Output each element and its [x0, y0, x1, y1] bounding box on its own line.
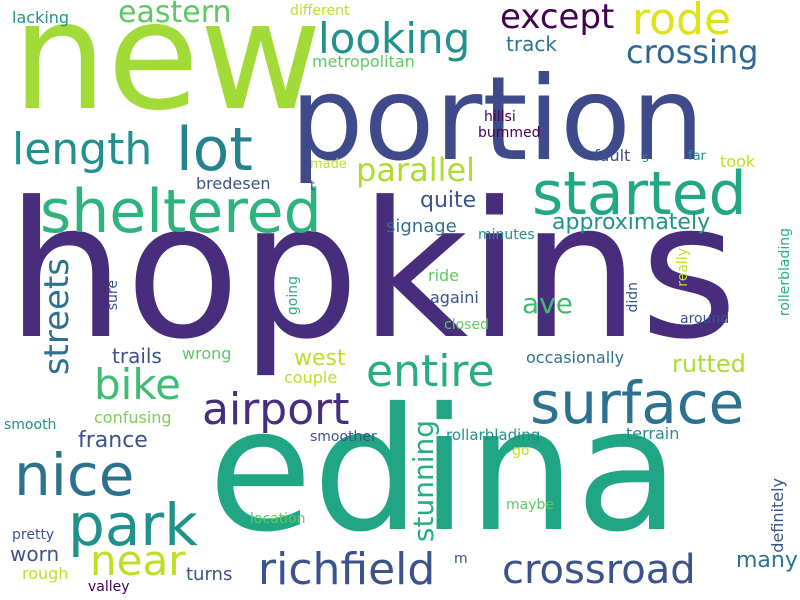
word-crossing: crossing: [626, 33, 759, 71]
word-eastern: eastern: [118, 0, 232, 30]
word-hillsi: hillsi: [484, 109, 516, 125]
word-maybe: maybe: [506, 497, 555, 513]
word-far: far: [688, 149, 706, 164]
word-west: west: [294, 346, 346, 371]
word-sheltered: sheltered: [40, 177, 322, 247]
word-nice: nice: [14, 441, 135, 509]
word-smoother: smoother: [310, 429, 377, 445]
word-going: going: [285, 276, 301, 316]
word-made: made: [310, 157, 347, 172]
word-surface: surface: [530, 369, 745, 437]
word-new: new: [12, 0, 323, 144]
word-confusing: confusing: [94, 408, 172, 427]
word-portion: portion: [290, 52, 705, 187]
word-bike: bike: [94, 360, 181, 409]
word-stunning: stunning: [407, 420, 440, 543]
word-track: track: [506, 32, 557, 56]
word-definitely: definitely: [768, 478, 787, 553]
word-rode: rode: [632, 0, 732, 45]
word-ride: ride: [428, 266, 460, 285]
word-fault: fault: [594, 146, 631, 165]
word-except: except: [500, 0, 615, 37]
word-rollerblading: rollerblading: [777, 228, 793, 317]
word-looking: looking: [318, 14, 471, 63]
word-near: near: [90, 536, 186, 585]
word-worn: worn: [10, 542, 60, 566]
word-t: t: [310, 179, 316, 194]
word-didn: didn: [625, 282, 641, 313]
word-hopkins: hopkins: [6, 162, 738, 381]
word-park: park: [68, 491, 198, 559]
word-location: location: [250, 511, 306, 527]
word-entire: entire: [366, 346, 495, 397]
word-valley: valley: [88, 579, 130, 595]
word-bredesen: bredesen: [196, 174, 271, 193]
word-terrain: terrain: [626, 424, 680, 443]
word-s: s: [642, 151, 649, 166]
word-m: m: [454, 551, 468, 567]
word-ave: ave: [522, 287, 573, 320]
word-really: really: [675, 248, 691, 287]
word-wrong: wrong: [182, 344, 232, 363]
word-rollarblading: rollarblading: [446, 426, 541, 444]
word-crossroad: crossroad: [502, 547, 696, 593]
word-approximately: approximately: [552, 210, 711, 235]
word-parallel: parallel: [356, 151, 476, 189]
word-many: many: [736, 548, 798, 573]
word-took: took: [720, 152, 756, 171]
word-lot: lot: [176, 115, 253, 185]
word-go: go: [512, 443, 530, 459]
word-around: around: [680, 311, 730, 327]
word-signage: signage: [386, 216, 457, 237]
word-bummed: bummed: [478, 125, 541, 141]
word-smooth: smooth: [4, 417, 57, 433]
word-trails: trails: [112, 344, 162, 368]
word-quite: quite: [420, 188, 477, 213]
word-edina: edina: [208, 372, 680, 570]
word-couple: couple: [284, 368, 338, 387]
word-france: france: [78, 428, 148, 453]
word-lacking: lacking: [12, 8, 70, 27]
word-sure: sure: [105, 280, 121, 311]
word-againi: againi: [430, 288, 479, 307]
word-started: started: [532, 159, 747, 229]
word-length: length: [12, 124, 153, 175]
word-minutes: minutes: [478, 227, 535, 243]
word-rutted: rutted: [672, 350, 746, 378]
word-streets: streets: [37, 258, 77, 376]
word-different: different: [290, 3, 350, 19]
word-airport: airport: [202, 384, 350, 435]
word-rough: rough: [22, 564, 69, 583]
word-metropolitan: metropolitan: [312, 52, 415, 71]
word-richfield: richfield: [258, 544, 436, 595]
word-occasionally: occasionally: [526, 348, 625, 367]
word-closed: closed: [444, 317, 489, 333]
word-turns: turns: [186, 564, 233, 585]
word-pretty: pretty: [12, 527, 55, 543]
